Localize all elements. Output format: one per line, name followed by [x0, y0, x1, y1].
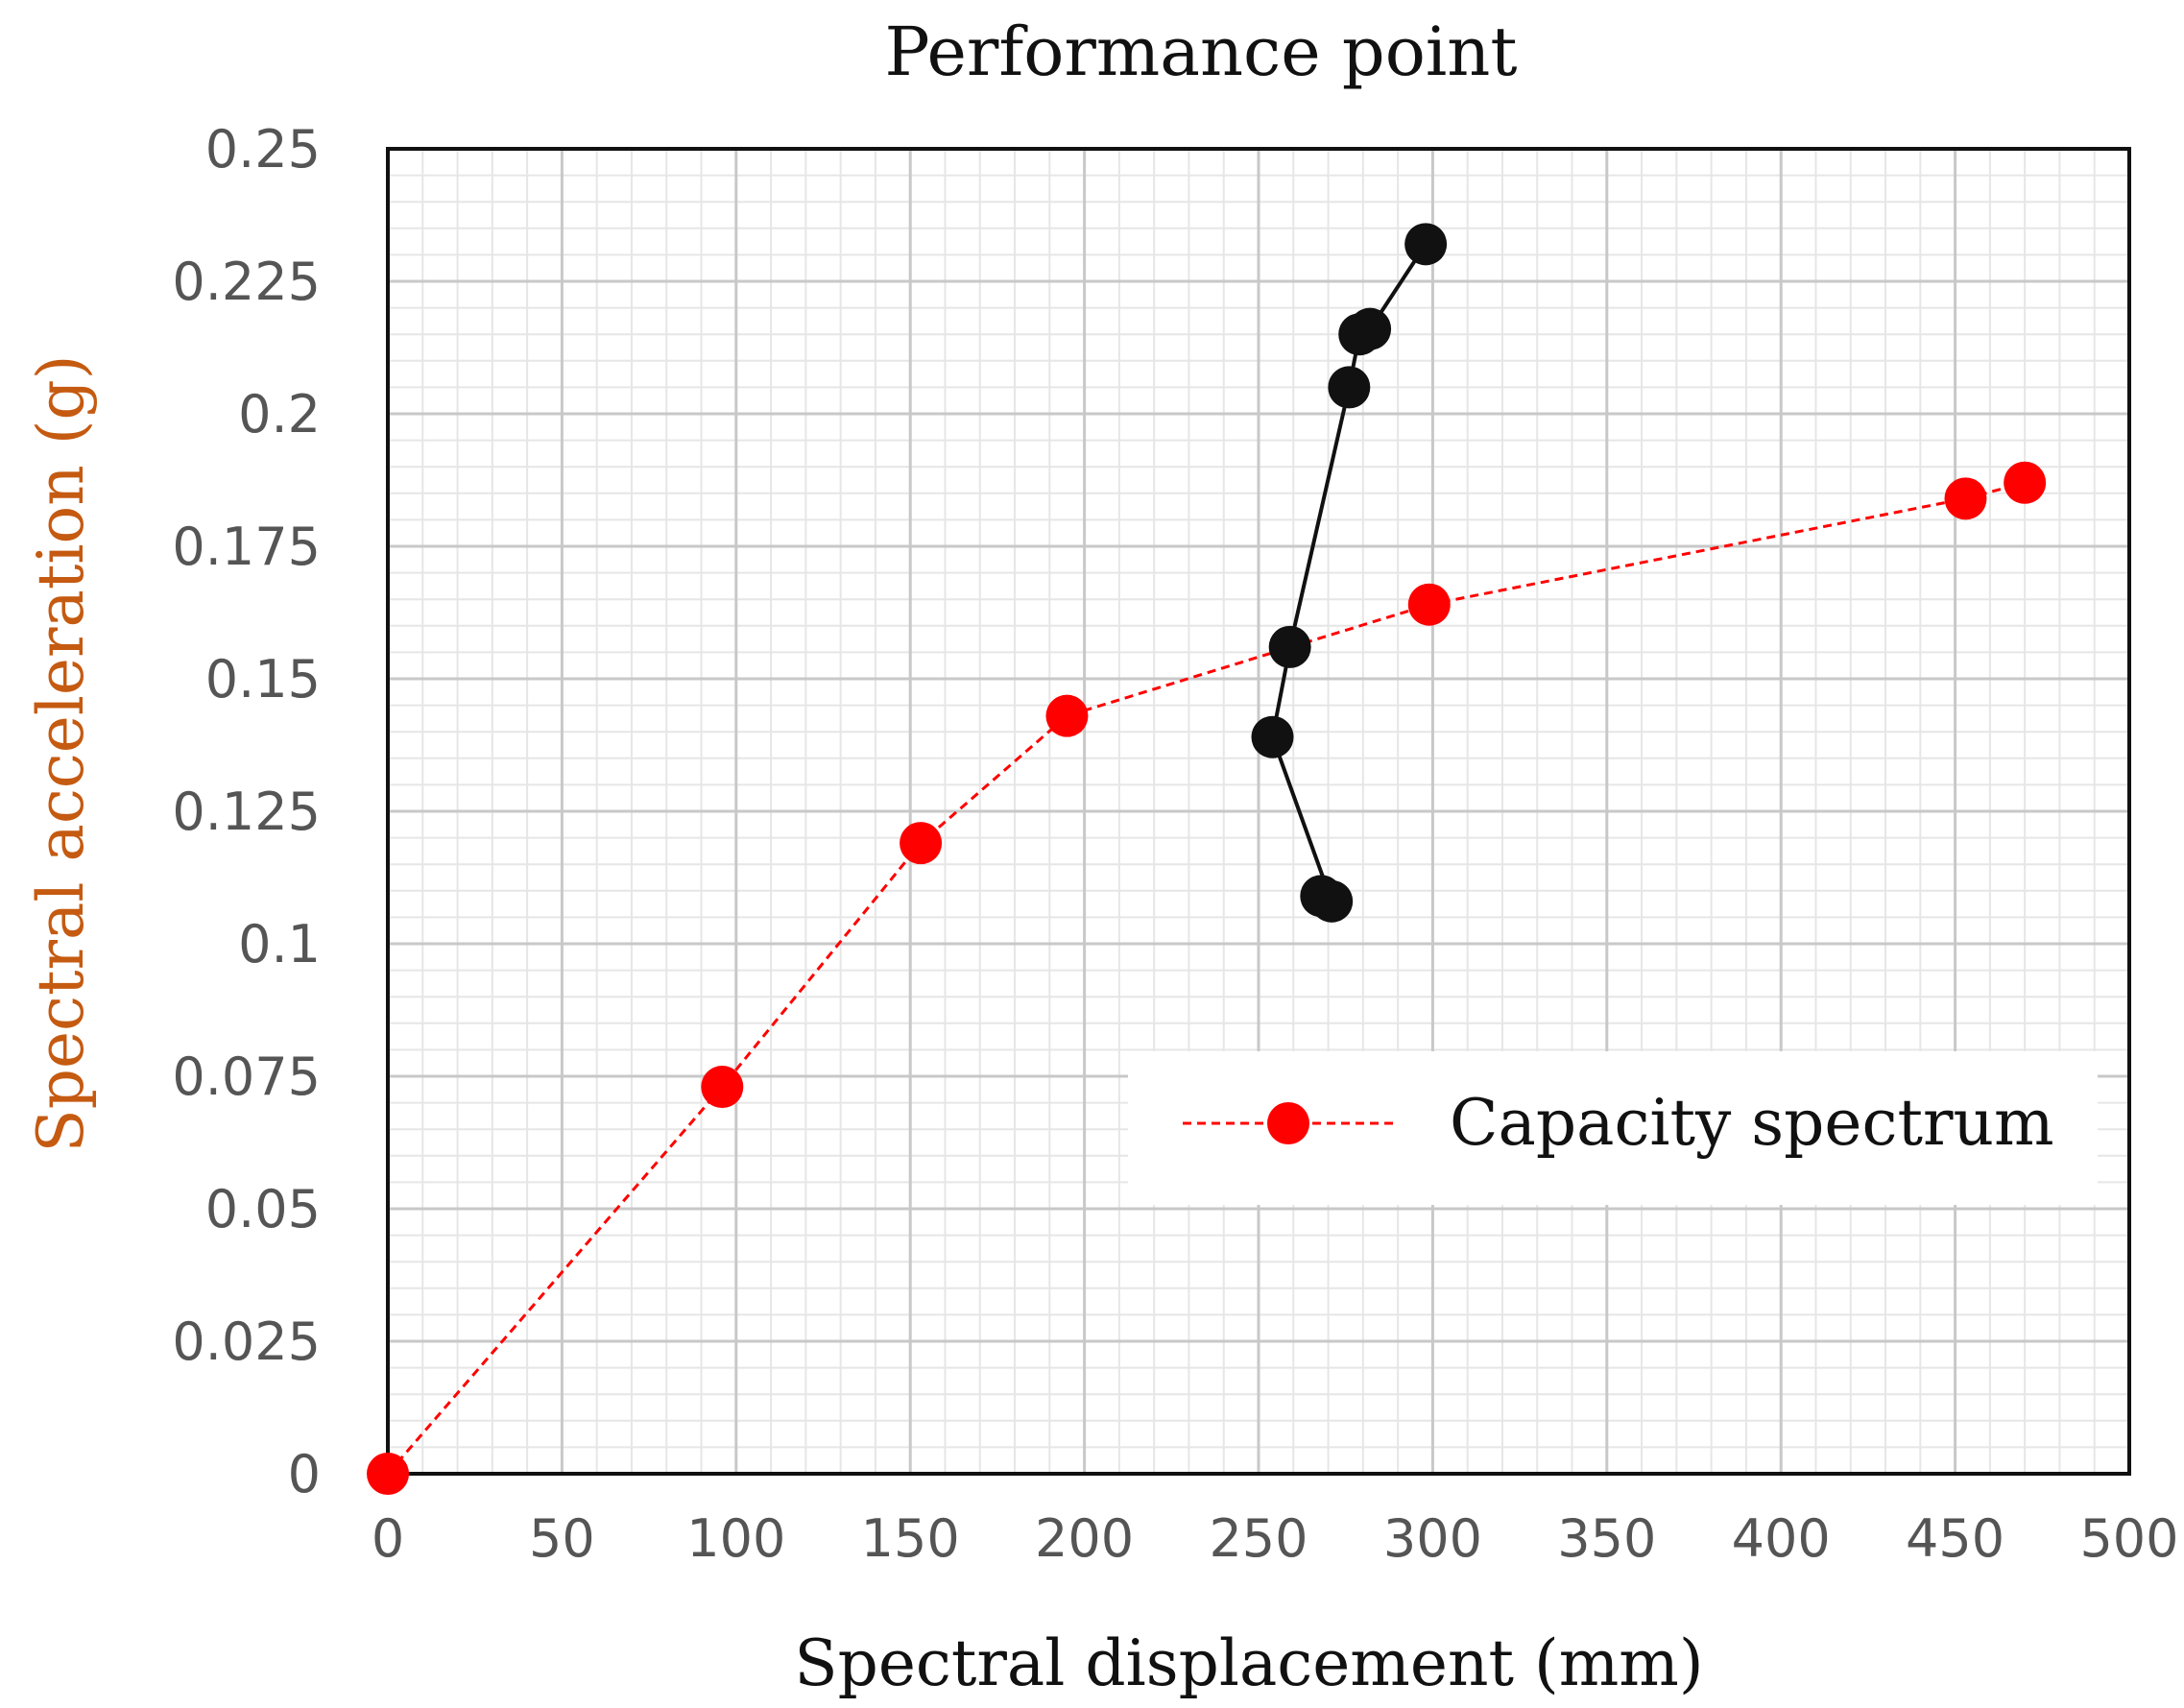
plot-border	[386, 147, 2131, 1476]
y-tick-label: 0.15	[205, 649, 321, 710]
x-tick-label: 450	[1906, 1508, 2004, 1569]
data-point	[1310, 879, 1354, 923]
x-tick-label: 200	[1035, 1508, 1134, 1569]
x-tick-labels: 0 50 100 150 200 250 300 350 400 450 500	[372, 1508, 2179, 1569]
data-point	[1944, 477, 1987, 520]
data-point	[1268, 625, 1311, 668]
y-tick-label: 0.175	[172, 517, 321, 577]
data-point	[900, 822, 943, 865]
data-point	[701, 1066, 744, 1109]
y-tick-label: 0.1	[238, 914, 321, 974]
x-tick-label: 350	[1557, 1508, 1656, 1569]
x-tick-label: 500	[2079, 1508, 2178, 1569]
data-point	[367, 1453, 409, 1495]
x-axis-title: Spectral displacement (mm)	[794, 1626, 1703, 1700]
y-tick-label: 0.05	[205, 1179, 321, 1239]
y-axis-title: Spectral acceleration (g)	[24, 355, 98, 1153]
legend-marker-capacity-spectrum	[1267, 1102, 1309, 1144]
x-tick-label: 250	[1209, 1508, 1308, 1569]
y-tick-label: 0.25	[205, 119, 321, 180]
data-point	[2004, 461, 2047, 504]
data-point	[1404, 223, 1448, 266]
x-tick-label: 0	[372, 1508, 404, 1569]
x-tick-label: 150	[861, 1508, 960, 1569]
x-tick-label: 100	[686, 1508, 785, 1569]
y-tick-label: 0.075	[172, 1046, 321, 1107]
x-tick-label: 50	[529, 1508, 595, 1569]
data-point	[1328, 366, 1371, 409]
series-0	[367, 461, 2047, 1495]
series-1	[1251, 223, 1448, 923]
major-gridlines	[388, 149, 2129, 1474]
y-tick-label: 0.025	[172, 1311, 321, 1372]
y-tick-labels: 0 0.025 0.05 0.075 0.1 0.125 0.15 0.175 0.2 0.225…	[172, 119, 321, 1504]
legend: Capacity spectrum	[1128, 1051, 2098, 1205]
data-point	[1349, 307, 1392, 350]
x-tick-label: 400	[1732, 1508, 1831, 1569]
data-point	[1251, 715, 1294, 758]
y-tick-label: 0.225	[172, 252, 321, 312]
data-point	[1407, 583, 1451, 626]
y-tick-label: 0	[288, 1444, 321, 1504]
y-tick-label: 0.125	[172, 782, 321, 842]
legend-label-capacity-spectrum: Capacity spectrum	[1450, 1086, 2054, 1160]
data-point	[1045, 694, 1089, 737]
series-line-0	[386, 481, 2026, 1475]
y-tick-label: 0.2	[238, 384, 321, 445]
x-tick-label: 300	[1383, 1508, 1482, 1569]
series-layer	[367, 223, 2047, 1495]
chart-title: Performance point	[885, 12, 1518, 91]
